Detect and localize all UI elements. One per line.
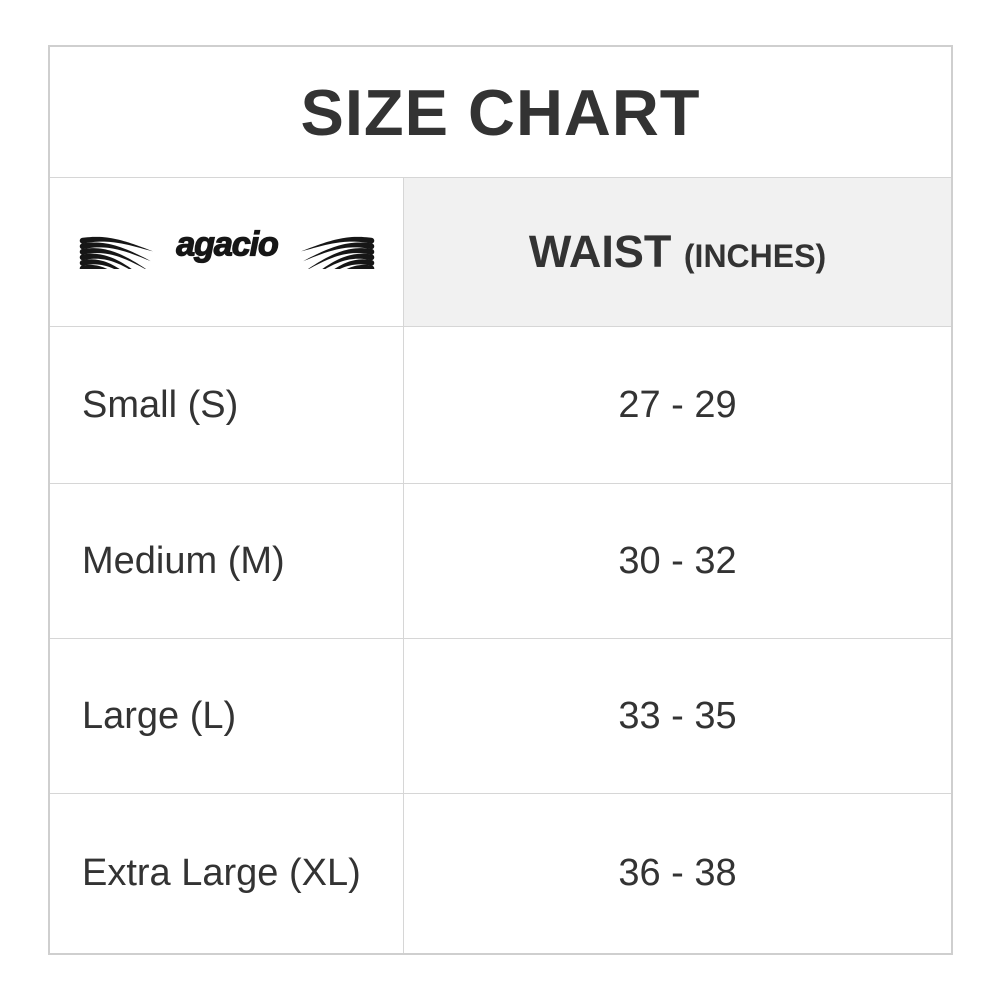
svg-text:agacio: agacio [176, 226, 278, 264]
